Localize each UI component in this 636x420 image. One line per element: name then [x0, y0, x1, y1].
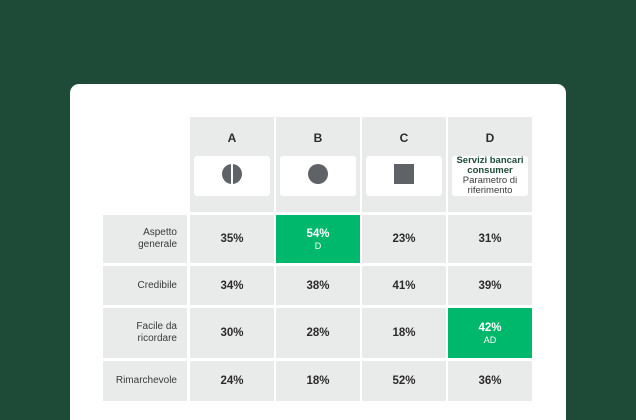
column-letter: D — [485, 131, 495, 145]
cell-value: 18% — [392, 327, 416, 339]
row-label-credibile: Credibile — [103, 266, 187, 305]
table-cell: 28% — [276, 308, 360, 358]
cell-value: 41% — [392, 279, 416, 292]
cell-value: 54% — [306, 227, 330, 240]
cell-value: 38% — [306, 279, 330, 292]
logo-box — [280, 156, 356, 196]
benchmark-subtitle: Parametro di riferimento — [462, 175, 518, 196]
column-header-a: A — [190, 117, 274, 212]
row-label-facile-da-ricordare: Facile da ricordare — [103, 308, 187, 358]
significance-letters: AD — [483, 334, 497, 345]
logo-box — [194, 156, 270, 196]
benchmark-box: Servizi bancari consumer Parametro di ri… — [452, 156, 528, 196]
row-label-rimarchevole: Rimarchevole — [103, 361, 187, 401]
cell-value: 36% — [478, 375, 502, 387]
table-cell: 52% — [362, 361, 446, 401]
table-cell: 36% — [448, 361, 532, 401]
column-letter: C — [399, 131, 409, 145]
cell-value: 18% — [306, 375, 330, 387]
table-cell: 39% — [448, 266, 532, 305]
column-letter: A — [227, 131, 237, 145]
cell-value: 39% — [478, 279, 502, 292]
cell-value: 30% — [220, 327, 244, 339]
table-cell: 23% — [362, 215, 446, 263]
cell-value: 23% — [392, 233, 416, 245]
table-cell: 18% — [276, 361, 360, 401]
benchmark-title: Servizi bancari consumer — [456, 155, 524, 176]
significance-letters: D — [314, 240, 322, 251]
square-icon — [393, 163, 415, 190]
cell-value: 35% — [220, 233, 244, 245]
table-cell: 41% — [362, 266, 446, 305]
table-cell: 24% — [190, 361, 274, 401]
cell-value: 42% — [478, 321, 502, 334]
table-cell: 35% — [190, 215, 274, 263]
table-cell-highlighted: 54% D — [276, 215, 360, 263]
table-cell: 38% — [276, 266, 360, 305]
table-cell-highlighted: 42% AD — [448, 308, 532, 358]
table-cell: 34% — [190, 266, 274, 305]
column-header-d: D Servizi bancari consumer Parametro di … — [448, 117, 532, 212]
column-header-c: C — [362, 117, 446, 212]
column-letter: B — [313, 131, 323, 145]
table-cell: 30% — [190, 308, 274, 358]
logo-box — [366, 156, 442, 196]
table-cell: 31% — [448, 215, 532, 263]
circle-icon — [307, 163, 329, 190]
column-header-b: B — [276, 117, 360, 212]
cell-value: 31% — [478, 233, 502, 245]
half-circle-icon — [221, 163, 243, 190]
cell-value: 52% — [392, 375, 416, 387]
table-cell: 18% — [362, 308, 446, 358]
cell-value: 28% — [306, 327, 330, 339]
row-label-aspetto-generale: Aspetto generale — [103, 215, 187, 263]
cell-value: 24% — [220, 375, 244, 387]
cell-value: 34% — [220, 279, 244, 292]
